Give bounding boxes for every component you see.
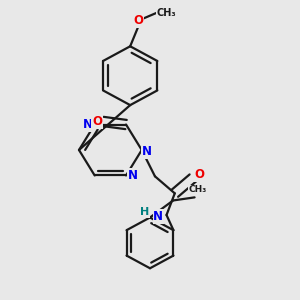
Text: O: O [134, 14, 143, 27]
Text: N: N [153, 210, 163, 223]
Text: CH₃: CH₃ [188, 185, 206, 194]
Text: H: H [140, 207, 150, 217]
Text: O: O [194, 168, 204, 181]
Text: CH₃: CH₃ [157, 8, 176, 18]
Text: N: N [83, 118, 93, 131]
Text: N: N [128, 169, 138, 182]
Text: N: N [142, 145, 152, 158]
Text: O: O [92, 115, 102, 128]
